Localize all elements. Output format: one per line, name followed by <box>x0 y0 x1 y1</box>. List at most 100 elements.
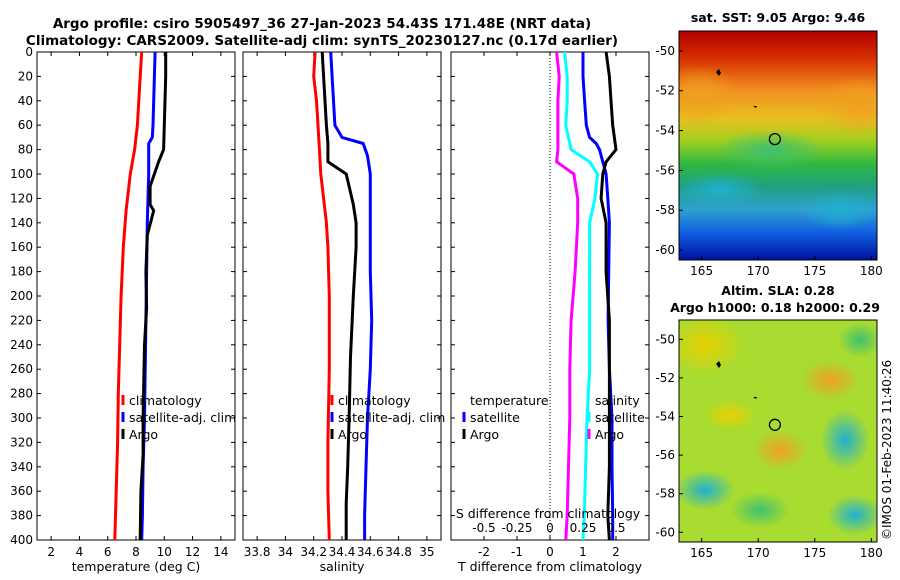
series-line-satellite-adj-clim <box>329 51 374 540</box>
sst-patch <box>679 172 765 208</box>
y-tick-label: 180 <box>10 265 33 279</box>
sla-patch <box>730 492 790 528</box>
sla-patch <box>838 322 877 358</box>
difference-panel: -2 -1 0 1 2 -0.5 -0.25 0 0.25 0.5 S difference f… <box>450 51 650 574</box>
sla-patch <box>820 410 870 470</box>
map-y-tick-label: -52 <box>655 371 675 385</box>
x-tick-label: 6 <box>104 545 112 559</box>
top-tick-label: 0.5 <box>606 521 625 535</box>
sst-map-frame <box>678 30 878 261</box>
series-line-s-argo <box>555 51 580 541</box>
y-tick-label: 320 <box>10 435 33 449</box>
sst-patch <box>679 65 740 125</box>
series-line-argo <box>138 52 168 541</box>
sla-map-panel: Altim. SLA: 0.28 Argo h1000: 0.18 h2000:… <box>655 283 882 560</box>
y-tick-label: 0 <box>25 45 33 59</box>
sst-patch <box>715 130 825 170</box>
y-tick-label: 280 <box>10 387 33 401</box>
sst-patch <box>800 190 877 230</box>
x-tick-label: 34.8 <box>385 545 412 559</box>
temperature-series <box>113 51 168 541</box>
salinity-axes-box <box>242 51 442 541</box>
y-tick-label: 340 <box>10 460 33 474</box>
figure-title-line2: Climatology: CARS2009. Satellite-adj cli… <box>26 33 618 49</box>
y-tick-label: 400 <box>10 533 33 547</box>
top-tick-label: 0.25 <box>570 521 597 535</box>
x-tick-label: 2 <box>47 545 55 559</box>
legend-title-salinity: salinity <box>595 393 640 408</box>
sla-map-ticks: 165 170 175 180 -50 -52 -54 -56 -58 -60 <box>655 332 882 560</box>
map-y-tick-label: -58 <box>655 203 675 217</box>
sla-patch <box>702 399 758 431</box>
x-tick-label: 4 <box>76 545 84 559</box>
temperature-xlabel: temperature (deg C) <box>72 559 201 574</box>
x-tick-label: 33.8 <box>244 545 271 559</box>
top-tick-label: -0.5 <box>472 521 495 535</box>
island-marker <box>753 397 757 399</box>
series-line-climatology <box>312 51 331 541</box>
y-tick-label: 260 <box>10 362 33 376</box>
temperature-legend: climatology satellite-adj. clim Argo <box>121 393 236 442</box>
x-tick-label: -1 <box>511 545 523 559</box>
y-tick-label: 160 <box>10 240 33 254</box>
map-x-tick-label: 170 <box>747 264 770 278</box>
x-tick-label: 35 <box>419 545 434 559</box>
series-line-s-satellite <box>563 51 599 541</box>
y-tick-label: 140 <box>10 216 33 230</box>
map-y-tick-label: -56 <box>655 163 675 177</box>
sla-patch <box>752 430 808 470</box>
map-y-tick-label: -54 <box>655 124 675 138</box>
temperature-panel: 0 20 40 60 80 100 120 140 160 180 200 220 240 260 280 3… <box>10 45 236 574</box>
y-tick-label: 240 <box>10 338 33 352</box>
figure-title-line1: Argo profile: csiro 5905497_36 27-Jan-20… <box>53 16 591 32</box>
sst-map-title: sat. SST: 9.05 Argo: 9.46 <box>691 10 866 25</box>
map-y-tick-label: -50 <box>655 44 675 58</box>
sla-patch <box>827 495 877 535</box>
sla-map-frame <box>678 319 878 543</box>
difference-series <box>555 51 618 541</box>
x-tick-label: 34.2 <box>300 545 327 559</box>
legend-label-climatology: climatology <box>129 393 202 408</box>
salinity-panel: 33.8 34 34.2 34.4 34.6 34.8 35 salinity climat… <box>242 51 445 574</box>
x-tick-label: 1 <box>579 545 587 559</box>
legend-label-argo: Argo <box>338 427 367 442</box>
sst-field <box>679 31 877 260</box>
y-tick-label: 80 <box>18 143 33 157</box>
series-line-t-argo <box>599 51 618 541</box>
map-x-tick-label: 175 <box>803 264 826 278</box>
legend-label-argo: Argo <box>129 427 158 442</box>
map-y-tick-label: -58 <box>655 487 675 501</box>
x-tick-label: 10 <box>157 545 172 559</box>
map-y-tick-label: -54 <box>655 410 675 424</box>
x-tick-label: -2 <box>478 545 490 559</box>
y-tick-label: 20 <box>18 69 33 83</box>
x-tick-label: 12 <box>185 545 200 559</box>
sst-map-ticks: 165 170 175 180 -50 -52 -54 -56 -58 -60 <box>655 44 882 278</box>
x-tick-label: 34 <box>278 545 293 559</box>
island-marker <box>753 106 757 108</box>
map-y-tick-label: -60 <box>655 243 675 257</box>
x-tick-label: 34.6 <box>357 545 384 559</box>
legend-title-temperature: temperature <box>470 393 549 408</box>
x-tick-label: 14 <box>213 545 228 559</box>
map-x-tick-label: 180 <box>860 264 883 278</box>
salinity-legend: climatology satellite-adj. clim Argo <box>330 393 445 442</box>
sst-patch <box>815 75 877 135</box>
salinity-x-ticks: 33.8 34 34.2 34.4 34.6 34.8 35 <box>244 52 434 559</box>
difference-legend: temperature satellite Argo salinity sate… <box>462 393 645 442</box>
sla-field <box>679 320 877 542</box>
series-line-t-satellite <box>581 52 615 540</box>
x-tick-label: 2 <box>612 545 620 559</box>
difference-xlabel-top: S difference from climatology <box>456 506 641 521</box>
map-x-tick-label: 165 <box>690 546 713 560</box>
map-y-tick-label: -60 <box>655 525 675 539</box>
sla-profile-location-marker <box>768 418 782 431</box>
legend-label-satellite: satellite-adj. clim <box>338 410 445 425</box>
sla-patch <box>800 360 860 400</box>
x-tick-label: 8 <box>132 545 140 559</box>
y-tick-label: 120 <box>10 191 33 205</box>
y-tick-label: 200 <box>10 289 33 303</box>
difference-xlabel: T difference from climatology <box>457 559 643 574</box>
series-line-climatology <box>113 51 144 541</box>
map-x-tick-label: 170 <box>747 546 770 560</box>
